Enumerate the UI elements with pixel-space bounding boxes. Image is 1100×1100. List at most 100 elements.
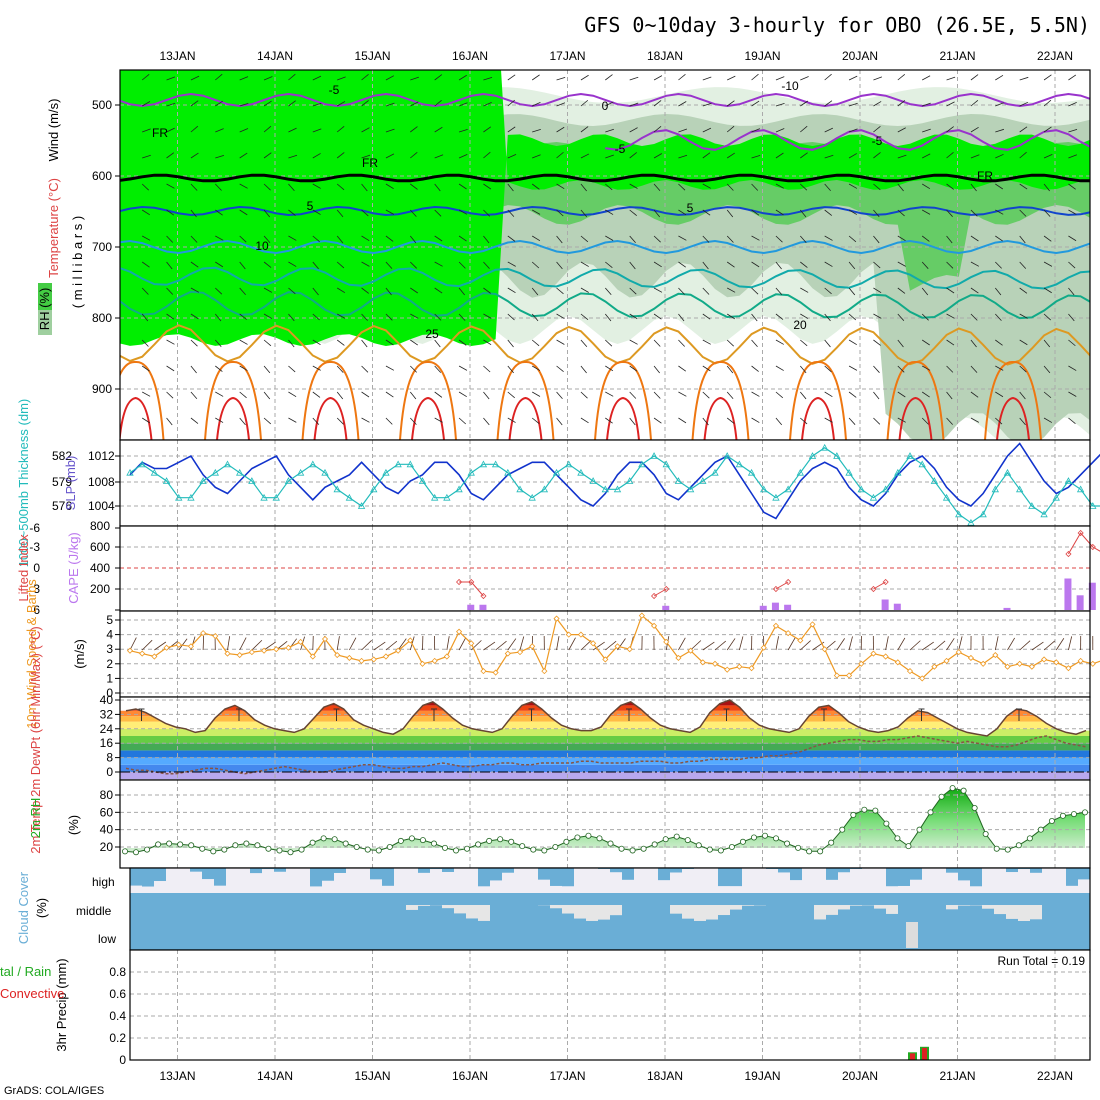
cloud-middle-gap [550,905,562,909]
thickness-marker [552,468,561,476]
wind-barb [556,76,566,81]
wind-speed-marker [772,622,780,629]
temp-contour [120,324,1090,366]
wind-barb [970,417,980,423]
wind-barb [1093,366,1100,372]
wind-barb [531,183,540,190]
cloud-high-bar [382,868,394,886]
thickness-marker [906,452,914,459]
wind-barb [239,313,247,320]
wind-barb [824,391,833,398]
wind-barb [994,287,1002,296]
contour-label: 20 [793,318,807,332]
wind-barb [678,74,686,81]
thickness-marker [248,477,256,484]
wind-speed-marker [334,651,341,659]
wind-barb [678,365,687,372]
wind-barb [190,339,198,347]
wind-barb [336,313,346,319]
t2-color-band [120,750,1090,758]
wind-barb [726,313,735,320]
cloud-high-bar [442,868,454,872]
wind-barb [995,391,1004,398]
cloud-middle-gap [718,905,730,916]
wind-barb [653,261,662,268]
wind-barb [1068,391,1077,397]
wind-barb [580,126,589,133]
wind-barb [873,287,882,294]
wind-barb [605,74,613,81]
axis-tick-label: 0.4 [109,1009,126,1023]
wind10m-barb [702,641,715,651]
wind-barb [288,313,295,322]
thickness-marker [869,493,878,501]
axis-tick-label: 1004 [88,499,115,513]
rh2-marker [1082,809,1089,816]
wind-barb [288,391,297,398]
wind10m-barb [1007,637,1016,651]
wind-barb [580,339,588,348]
wind-barb [312,261,319,270]
wind-barb [995,153,1004,159]
wind-speed-marker [468,640,475,647]
wind-barb [1093,210,1100,216]
wind-barb [800,313,809,319]
wind-barb [166,261,173,270]
wind-barb [263,339,272,347]
wind-barb [336,287,346,294]
axis-tick-label: 0 [33,561,40,575]
rh2-marker [199,845,206,852]
temp-contour [120,266,1090,290]
cloud-middle-gap [1018,905,1030,921]
upper-ylabel-wind: Wind (m/s) [46,99,61,162]
wind-barb [995,339,1003,346]
wind-barb [824,127,834,133]
cloud-high-bar [142,868,154,887]
cloud-high-bar [274,868,286,872]
wind-barb [751,128,761,133]
cloud-high-bar [886,868,898,887]
wind-barb [336,417,344,425]
wind-barb [921,391,930,398]
wind10m-barb [1043,640,1055,651]
wind-barb [336,126,345,133]
t2-color-band [120,721,1090,729]
wind-barb [946,209,953,217]
wind10m-barb [483,641,496,651]
wind-barb [995,183,1004,190]
thickness-marker [126,468,134,476]
wind-speed-marker [443,653,450,660]
t2-color-band [120,743,1090,751]
wind-barb [605,261,613,268]
wind-barb [946,261,954,269]
thickness-marker [175,493,183,501]
wind-speed-marker [699,659,706,666]
wind-speed-marker [346,654,353,662]
wind-barb [629,183,638,189]
wind-speed-marker [1040,656,1048,663]
rh2-marker [265,845,272,852]
wind-barb [263,125,272,133]
rh2-marker [894,835,901,842]
wind-barb [239,183,248,189]
thickness-marker [821,443,829,451]
wind-barb [141,235,151,241]
cloud-middle-gap [598,905,610,920]
wind-barb [824,154,834,159]
wind-barb [239,235,247,243]
wind-barb [1068,235,1077,242]
thickness-marker [747,468,756,476]
wind-barb [215,287,223,295]
rh2-ylabel-units: (%) [66,815,81,835]
wind-barb [848,261,856,270]
axis-tick-label: 900 [92,382,112,396]
wind-barb [946,101,955,107]
wind10m-barb [580,640,592,651]
wind-barb [556,102,566,107]
cloud-middle-gap [610,905,622,916]
wind-barb [532,102,541,107]
lifted-index-line [1067,532,1100,555]
wind10m-barb [775,636,779,651]
wind-barb [215,365,223,372]
wind-barb [1019,183,1028,190]
